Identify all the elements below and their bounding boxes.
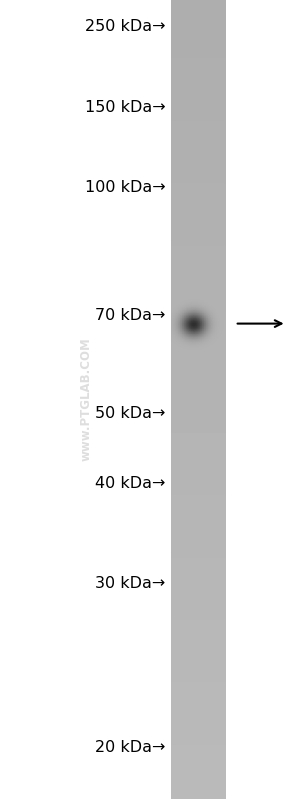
- Text: 100 kDa→: 100 kDa→: [85, 181, 166, 195]
- Text: 30 kDa→: 30 kDa→: [95, 576, 166, 590]
- Text: 20 kDa→: 20 kDa→: [95, 740, 166, 754]
- Text: 150 kDa→: 150 kDa→: [85, 101, 166, 115]
- Text: 250 kDa→: 250 kDa→: [85, 19, 166, 34]
- Text: 40 kDa→: 40 kDa→: [95, 476, 166, 491]
- Text: 50 kDa→: 50 kDa→: [95, 407, 166, 421]
- Text: 70 kDa→: 70 kDa→: [95, 308, 166, 323]
- Text: www.PTGLAB.COM: www.PTGLAB.COM: [80, 338, 93, 461]
